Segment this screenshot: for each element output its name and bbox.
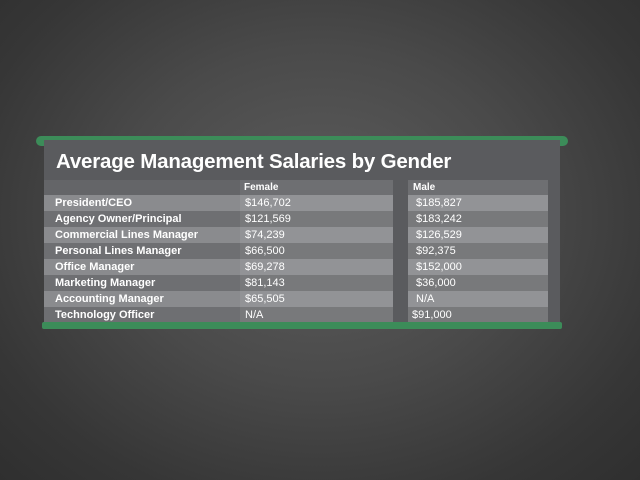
male-salary-cell: $91,000 (412, 309, 452, 321)
female-salary-cell: $65,505 (245, 293, 285, 305)
column-gap (393, 180, 408, 322)
row-label: President/CEO (55, 197, 133, 209)
female-salary-cell: $74,239 (245, 229, 285, 241)
row-label: Personal Lines Manager (55, 245, 182, 257)
male-salary-cell: N/A (416, 293, 435, 305)
female-column-background (240, 180, 393, 322)
female-salary-cell: $69,278 (245, 261, 285, 273)
header-row-stripe (44, 180, 548, 195)
male-column-header: Male (413, 182, 436, 193)
male-salary-cell: $183,242 (416, 213, 462, 225)
row-label: Commercial Lines Manager (55, 229, 199, 241)
male-salary-cell: $92,375 (416, 245, 456, 257)
row-label: Accounting Manager (55, 293, 164, 305)
row-label: Technology Officer (55, 309, 155, 321)
table-row (44, 291, 548, 307)
male-salary-cell: $152,000 (416, 261, 462, 273)
table-row (44, 259, 548, 275)
female-salary-cell: $146,702 (245, 197, 291, 209)
female-salary-cell: $81,143 (245, 277, 285, 289)
male-salary-cell: $36,000 (416, 277, 456, 289)
table-row (44, 195, 548, 211)
chart-title: Average Management Salaries by Gender (56, 150, 452, 173)
female-salary-cell: N/A (245, 309, 264, 321)
table-row (44, 275, 548, 291)
row-label: Office Manager (55, 261, 135, 273)
male-column-background (408, 180, 548, 322)
row-label: Marketing Manager (55, 277, 156, 289)
table-row (44, 243, 548, 259)
male-salary-cell: $185,827 (416, 197, 462, 209)
row-label: Agency Owner/Principal (55, 213, 182, 225)
bottom-accent-bar (42, 322, 562, 329)
female-column-header: Female (244, 182, 279, 193)
table-row (44, 227, 548, 243)
male-salary-cell: $126,529 (416, 229, 462, 241)
female-salary-cell: $121,569 (245, 213, 291, 225)
table-row (44, 211, 548, 227)
table-row (44, 307, 548, 323)
female-salary-cell: $66,500 (245, 245, 285, 257)
